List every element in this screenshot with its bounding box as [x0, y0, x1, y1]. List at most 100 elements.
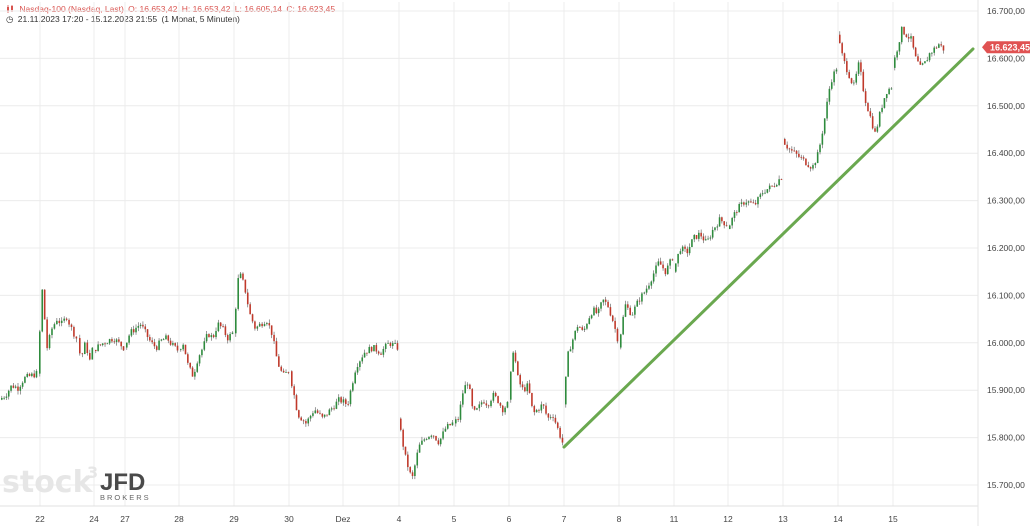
candle-body	[483, 402, 485, 404]
candle-body	[261, 323, 263, 327]
candle-body	[540, 404, 543, 411]
candle-body	[664, 268, 667, 275]
candle-body	[174, 343, 176, 346]
candle-body	[196, 363, 199, 372]
candle-body	[414, 465, 416, 477]
candle-body	[826, 101, 828, 119]
candle-body	[714, 227, 716, 230]
candle-body	[691, 239, 693, 248]
candle-body	[312, 413, 314, 416]
candle-body	[809, 167, 812, 169]
candle-body	[305, 421, 307, 424]
candle-body	[940, 44, 942, 46]
candle-body	[490, 400, 492, 407]
candle-body	[215, 331, 217, 338]
candle-body	[569, 349, 572, 352]
candle-body	[24, 376, 26, 383]
candle-body	[805, 158, 807, 166]
candle-body	[282, 370, 285, 373]
candle-body	[464, 385, 466, 394]
candle-body	[404, 446, 407, 455]
candle-body	[270, 325, 273, 335]
candle-body	[118, 339, 120, 342]
candle-body	[323, 414, 326, 417]
candle-body	[885, 94, 888, 99]
candle-body	[830, 82, 833, 89]
candle-body	[684, 246, 686, 249]
candle-body	[788, 148, 791, 150]
candle-body	[652, 273, 655, 282]
candle-body	[556, 422, 559, 428]
interval-label: (1 Monat, 5 Minuten)	[161, 14, 240, 24]
candle-body	[387, 342, 389, 344]
candle-body	[657, 261, 660, 266]
candle-body	[335, 401, 338, 409]
high-value: H: 16.653,42	[181, 4, 231, 14]
candle-body	[226, 335, 229, 341]
candle-body	[662, 264, 664, 269]
x-tick-label: 30	[284, 514, 294, 524]
y-tick-label: 16.200,00	[987, 243, 1025, 253]
candle-body	[198, 355, 201, 364]
candle-body	[671, 259, 674, 261]
candle-body	[451, 422, 454, 426]
candle-body	[60, 320, 63, 323]
y-tick-label: 16.600,00	[987, 53, 1025, 63]
y-tick-label: 16.400,00	[987, 148, 1025, 158]
candle-body	[655, 265, 657, 274]
candle-body	[242, 273, 244, 280]
candle-body	[574, 330, 576, 340]
candle-body	[914, 47, 917, 57]
candle-body	[396, 343, 399, 350]
candle-body	[846, 61, 848, 73]
candle-body	[533, 406, 536, 413]
x-tick-label: 5	[452, 514, 457, 524]
candle-body	[208, 334, 210, 338]
candle-body	[716, 226, 719, 228]
candle-body	[791, 149, 793, 151]
candle-body	[786, 144, 788, 149]
candle-body	[382, 348, 385, 355]
candle-body	[643, 292, 646, 294]
candle-body	[75, 336, 78, 339]
candle-body	[729, 225, 731, 230]
candle-body	[349, 390, 352, 405]
candle-body	[251, 314, 254, 322]
candle-body	[607, 301, 609, 308]
candle-body	[359, 361, 361, 368]
stock3-logo: stock	[2, 465, 94, 500]
candle-body	[862, 71, 865, 92]
candle-body	[926, 60, 929, 62]
candle-body	[469, 384, 471, 390]
candle-body	[938, 44, 940, 48]
candle-body	[5, 396, 8, 398]
candle-body	[35, 371, 38, 378]
candle-body	[275, 341, 278, 357]
candle-body	[295, 395, 298, 411]
candle-body	[144, 326, 147, 330]
candle-body	[890, 88, 893, 90]
candle-body	[494, 392, 497, 397]
candle-body	[622, 316, 624, 335]
candle-body	[101, 343, 104, 346]
candle-body	[435, 435, 437, 441]
candle-body	[400, 418, 402, 430]
candle-body	[126, 342, 128, 348]
candle-body	[565, 376, 567, 405]
candle-body	[356, 367, 359, 373]
candle-body	[380, 353, 382, 355]
candle-body	[898, 42, 901, 52]
y-tick-label: 16.700,00	[987, 6, 1025, 16]
candle-body	[517, 361, 519, 376]
candle-body	[499, 403, 502, 406]
candle-body	[497, 396, 499, 404]
candle-body	[391, 343, 394, 346]
candle-body	[802, 157, 805, 159]
candle-body	[326, 414, 328, 416]
candle-body	[586, 323, 588, 329]
candle-body	[222, 326, 224, 327]
candle-body	[850, 78, 853, 84]
candle-body	[149, 337, 151, 341]
candle-body	[280, 366, 283, 371]
